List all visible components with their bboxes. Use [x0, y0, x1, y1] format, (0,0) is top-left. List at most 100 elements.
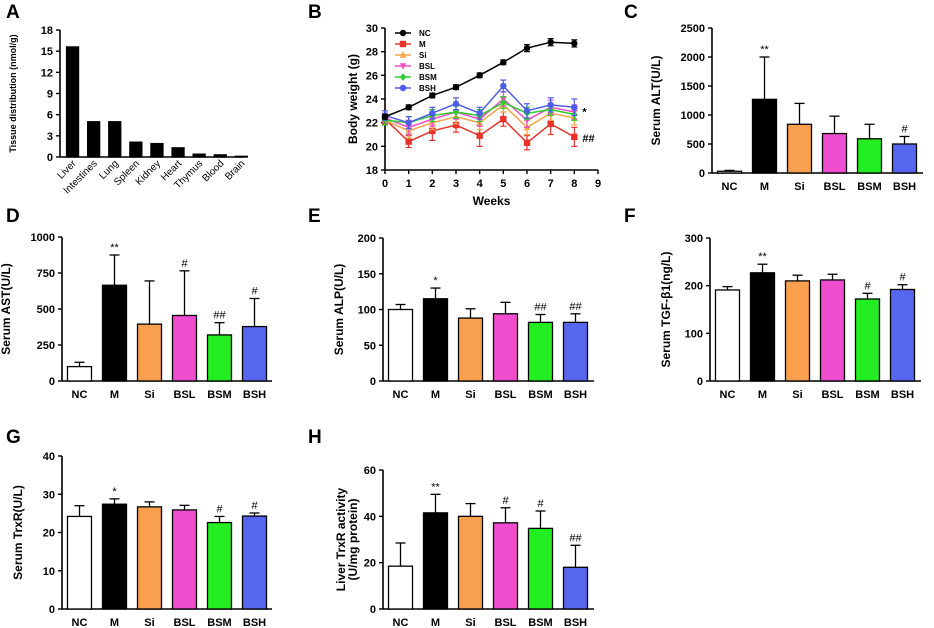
x-tick-label: Blood	[201, 158, 227, 184]
bar-spleen	[129, 141, 143, 158]
y-tick-label: 0	[697, 376, 703, 388]
bar-bsl	[492, 522, 519, 610]
y-tick-label: 0	[49, 376, 55, 388]
legend-label: BSM	[419, 73, 437, 82]
x-tick-label: 3	[453, 178, 459, 190]
x-tick-label: BSM	[207, 617, 231, 628]
significance-mark: ##	[582, 133, 594, 145]
y-tick-label: 0	[49, 604, 55, 616]
y-tick-label: 9	[47, 89, 53, 101]
panel-E: E 0 50 100 150 200 Serum ALP(U/L) NC * M Si BSL ## BS…	[308, 206, 594, 401]
significance-mark: ##	[569, 532, 582, 544]
data-point	[452, 83, 460, 91]
legend-marker	[399, 73, 407, 81]
data-point	[500, 82, 507, 90]
data-point	[571, 104, 578, 111]
y-tick-label: 20	[366, 141, 378, 153]
significance-mark: ##	[569, 301, 582, 313]
y-axis-label: Tissue distribution (nmol/g)	[8, 34, 18, 152]
bar-liver	[65, 46, 80, 158]
y-tick-label: 200	[685, 281, 703, 293]
bar-si	[136, 323, 163, 382]
x-tick-label: BSM	[857, 181, 881, 193]
y-tick-label: 200	[358, 233, 376, 245]
x-tick-label: BSH	[243, 617, 266, 628]
y-tick-label: 2000	[681, 52, 705, 64]
legend-marker	[399, 63, 407, 70]
y-tick-label: 300	[685, 233, 703, 245]
x-tick-label: 5	[500, 178, 506, 190]
y-tick-label: 20	[364, 558, 376, 570]
x-tick-label: BSM	[528, 389, 552, 401]
x-tick-label: 2	[429, 178, 435, 190]
legend-label: NC	[419, 29, 431, 38]
data-point	[547, 101, 554, 109]
data-point	[476, 72, 483, 79]
bar-bsh	[241, 325, 268, 382]
significance-mark: *	[112, 486, 117, 498]
panel-label-b: B	[308, 2, 322, 23]
bar-m	[101, 284, 128, 382]
panel-B: B 18 20 22 24 26 28 30 0 1 2 3 4 5 6 7 8 9 Body weight (g)…	[308, 2, 601, 208]
significance-mark: #	[251, 285, 258, 297]
data-point	[476, 110, 483, 117]
x-tick-label: BSH	[564, 389, 587, 401]
panel-C: C 0 500 1000 1500 2000 2500 Serum ALT(U/L) NC ** M…	[624, 2, 923, 193]
y-tick-label: 20	[43, 528, 55, 540]
data-point	[523, 44, 531, 52]
x-tick-label: BSM	[528, 617, 552, 628]
significance-mark: #	[216, 503, 223, 515]
x-axis-label: Weeks	[473, 194, 511, 208]
panel-label-h: H	[308, 427, 322, 448]
x-tick-label: NC	[393, 389, 409, 401]
bar-m	[749, 272, 776, 382]
panel-F: F 0 100 200 300 Serum TGF-β1(ng/L) NC ** M Si BSL #…	[624, 206, 921, 401]
y-tick-label: 18	[366, 165, 378, 177]
x-tick-label: Si	[144, 389, 154, 401]
bar-bsl	[171, 509, 198, 610]
data-point	[500, 59, 507, 66]
y-tick-label: 150	[358, 269, 376, 281]
series-nc	[381, 38, 578, 120]
y-tick-label: 22	[366, 118, 378, 130]
significance-mark: *	[582, 106, 587, 118]
data-point	[429, 110, 436, 117]
data-point	[381, 113, 389, 120]
bar-bsh	[562, 321, 589, 382]
significance-mark: ##	[534, 302, 547, 314]
significance-mark: #	[901, 123, 908, 135]
x-tick-label: NC	[393, 617, 409, 628]
bar-nc	[714, 289, 741, 382]
bar-nc	[66, 515, 93, 610]
x-tick-label: BSL	[174, 617, 196, 628]
panel-label-d: D	[6, 206, 20, 227]
x-tick-label: BSM	[855, 389, 879, 401]
data-point	[405, 138, 412, 145]
bar-bsm	[206, 521, 233, 610]
bar-nc	[387, 565, 414, 610]
bar-bsm	[527, 527, 554, 610]
significance-mark: #	[181, 258, 188, 270]
data-point	[571, 40, 578, 47]
y-tick-label: 500	[687, 139, 705, 151]
bar-m	[101, 503, 128, 610]
significance-mark: **	[431, 481, 440, 493]
y-tick-label: 250	[37, 340, 55, 352]
legend-label: M	[419, 40, 426, 49]
legend-label: Si	[419, 51, 427, 60]
significance-mark: #	[537, 498, 544, 510]
significance-mark: **	[758, 251, 767, 263]
bar-bsm	[206, 334, 233, 382]
x-tick-label: M	[110, 389, 119, 401]
data-point	[571, 133, 578, 141]
x-tick-label: Si	[792, 389, 802, 401]
y-tick-label: 2500	[681, 23, 705, 35]
bar-intestines	[87, 121, 101, 158]
y-tick-label: 0	[699, 168, 705, 180]
y-tick-label: 24	[366, 94, 379, 106]
panel-label-f: F	[624, 206, 636, 227]
x-tick-label: 6	[524, 178, 530, 190]
y-tick-label: 40	[43, 451, 55, 463]
x-tick-label: BSL	[824, 181, 846, 193]
